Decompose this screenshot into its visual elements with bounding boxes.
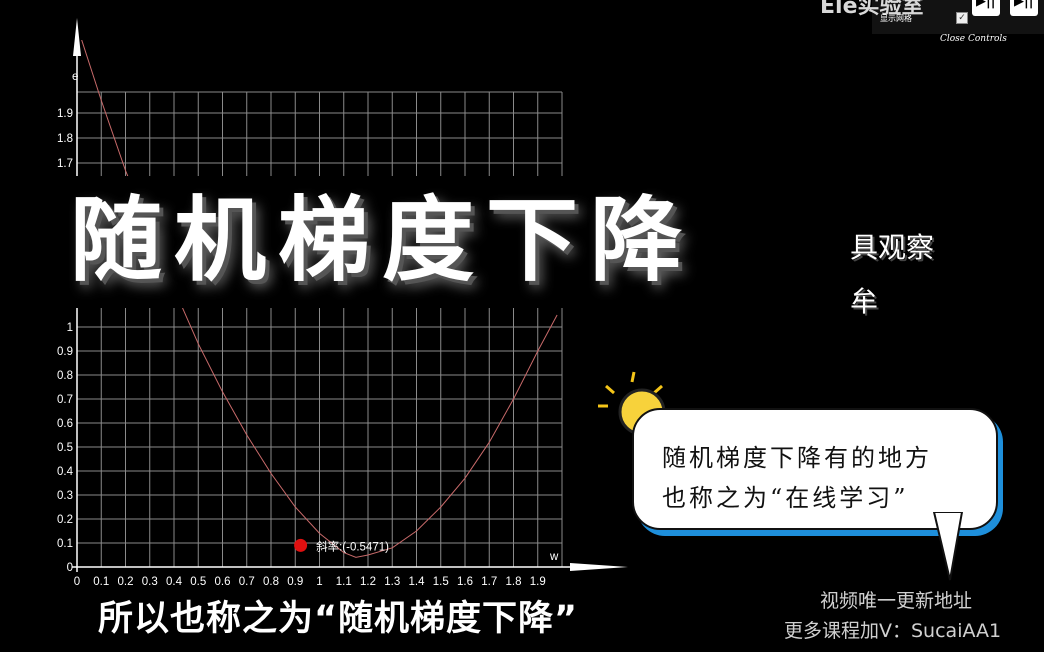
x-tick-label: 0.6	[215, 576, 231, 588]
y-axis-arrow	[73, 18, 81, 56]
watermark-line-2: 更多课程加V：SucaiAA1	[784, 620, 1002, 642]
y-tick-label: 0.5	[57, 442, 73, 454]
y-tick-label: 0.6	[57, 418, 73, 430]
title-band	[42, 176, 872, 308]
y-tick-label: 0	[67, 562, 73, 574]
x-tick-label: 1.4	[409, 576, 426, 588]
x-tick-label: 1.1	[336, 576, 352, 588]
y-axis-label: e	[72, 71, 78, 83]
y-tick-label: 1.9	[57, 108, 73, 120]
y-tick-label: 0.2	[57, 514, 73, 526]
y-tick-label: 0.9	[57, 346, 73, 358]
x-tick-label: 0.7	[239, 576, 255, 588]
x-tick-label: 0.9	[287, 576, 303, 588]
y-tick-label: 1.7	[57, 158, 73, 170]
x-tick-label: 0.4	[166, 576, 183, 588]
show-grid-label: 显示网格	[880, 14, 912, 23]
x-tick-label: 0.8	[263, 576, 279, 588]
y-tick-label: 0.4	[57, 466, 74, 478]
title-fragment-1: 具观察	[850, 231, 935, 264]
current-point	[294, 538, 308, 552]
y-tick-label: 0.7	[57, 394, 73, 406]
bubble-tail	[932, 512, 964, 581]
chart-ticks: 0 0.1 0.2 0.3 0.4 0.5 0.6 0.7 0.8 0.9 1 1.1 1.2 1.3 1.…	[57, 71, 559, 588]
x-axis-label: w	[549, 551, 559, 563]
chart-grid	[76, 91, 563, 568]
y-tick-label: 0.8	[57, 370, 73, 382]
lab-title: Ele实验室	[820, 0, 924, 19]
title-fragment-2: 牟	[850, 285, 879, 318]
x-tick-label: 0.3	[142, 576, 158, 588]
logo-badge-2: ▶||	[1010, 0, 1038, 16]
close-controls-button[interactable]: Close Controls	[940, 34, 1007, 44]
x-tick-label: 1.8	[506, 576, 522, 588]
y-tick-label: 0.3	[57, 490, 73, 502]
x-tick-label: 1	[316, 576, 322, 588]
callout-line-1: 随机梯度下降有的地方	[662, 444, 932, 472]
callout-line-2: 也称之为“在线学习”	[662, 484, 909, 512]
watermark-line-1: 视频唯一更新地址	[820, 590, 973, 612]
x-tick-label: 1.5	[433, 576, 449, 588]
callout-bubble	[632, 408, 998, 530]
x-tick-label: 1.9	[530, 576, 546, 588]
y-tick-label: 1	[67, 322, 73, 334]
slope-label: 斜率:(-0.5471)	[316, 539, 389, 553]
subtitle: 所以也称之为“随机梯度下降”	[98, 599, 579, 639]
x-tick-label: 1.3	[384, 576, 400, 588]
show-grid-checkbox[interactable]: ✓	[956, 12, 968, 24]
main-title: 随机梯度下降	[70, 186, 695, 294]
x-tick-label: 0.2	[118, 576, 134, 588]
y-tick-label: 1.8	[57, 133, 73, 145]
x-tick-label: 1.2	[360, 576, 376, 588]
x-tick-label: 0.5	[190, 576, 206, 588]
x-axis-arrow	[570, 563, 628, 571]
y-tick-label: 0.1	[57, 538, 73, 550]
x-tick-label: 0.1	[93, 576, 109, 588]
logo-badge-1: ▶||	[972, 0, 1000, 16]
x-tick-label: 0	[74, 576, 80, 588]
x-tick-label: 1.6	[457, 576, 473, 588]
x-tick-label: 1.7	[481, 576, 497, 588]
